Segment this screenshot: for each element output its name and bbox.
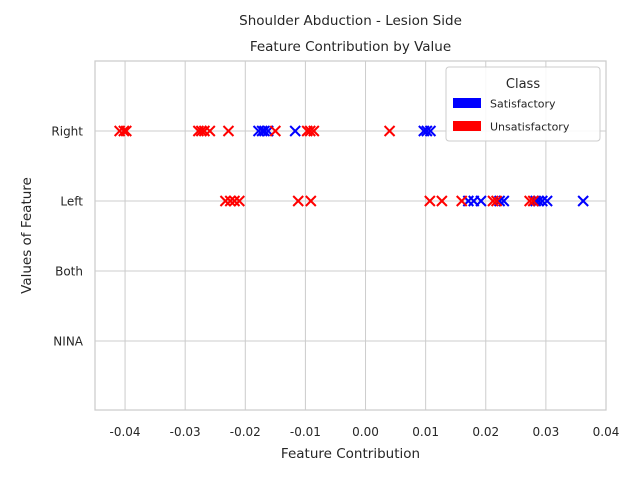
legend-title: Class <box>506 77 540 92</box>
x-tick-label: 0.00 <box>352 425 379 439</box>
x-tick-label: 0.04 <box>593 425 620 439</box>
x-tick-label: -0.01 <box>290 425 321 439</box>
x-tick-label: 0.03 <box>533 425 560 439</box>
x-axis-label: Feature Contribution <box>281 446 420 462</box>
legend-swatch-unsatisfactory <box>453 121 481 131</box>
x-tick-label: 0.02 <box>472 425 499 439</box>
x-tick-label: 0.01 <box>412 425 439 439</box>
x-tick-label: -0.03 <box>170 425 201 439</box>
x-tick-label: -0.02 <box>230 425 261 439</box>
legend-label-satisfactory: Satisfactory <box>490 98 556 111</box>
chart-subtitle: Feature Contribution by Value <box>250 39 451 55</box>
x-tick-labels: -0.04 -0.03 -0.02 -0.01 0.00 0.01 0.02 0.03 0.04 <box>110 425 620 439</box>
y-tick-label: Right <box>51 125 83 139</box>
legend-swatch-satisfactory <box>453 98 481 108</box>
legend-label-unsatisfactory: Unsatisfactory <box>490 121 570 134</box>
y-tick-label: Left <box>60 195 83 209</box>
y-tick-label: Both <box>55 265 83 279</box>
x-tick-label: -0.04 <box>110 425 141 439</box>
y-axis-label: Values of Feature <box>19 177 35 294</box>
y-tick-label: NINA <box>53 335 83 349</box>
legend: Class Satisfactory Unsatisfactory <box>446 67 600 141</box>
chart-title: Shoulder Abduction - Lesion Side <box>239 13 462 29</box>
